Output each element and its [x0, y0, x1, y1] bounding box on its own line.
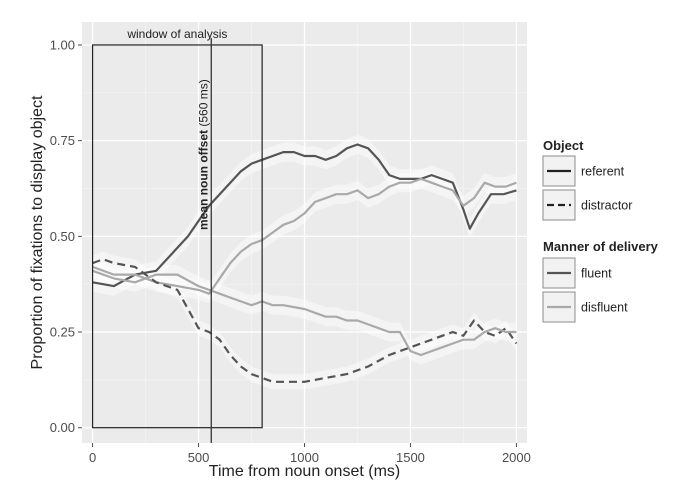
y-tick-label: 1.00 [50, 37, 75, 52]
legend-label-distractor: distractor [581, 199, 632, 213]
annotations: window of analysis mean noun offset (560… [91, 27, 263, 443]
legend-label-referent: referent [581, 165, 625, 179]
x-tick-label: 500 [188, 450, 210, 465]
x-tick-label: 1500 [396, 450, 425, 465]
line-referent-fluent [92, 143, 517, 288]
y-tick-label: 0.00 [50, 420, 75, 435]
analysis-window [91, 44, 263, 429]
band-distractor-fluent [92, 251, 517, 390]
series-lines [92, 143, 518, 383]
band-referent-fluent [92, 134, 517, 296]
line-referent-disfluent [92, 177, 517, 295]
x-tick-label: 2000 [502, 450, 531, 465]
x-tick-label: 1000 [290, 450, 319, 465]
y-tick-label: 0.75 [50, 133, 75, 148]
noun-offset-label-bold: mean noun offset [196, 130, 210, 230]
legend-object-title: Object [543, 138, 584, 153]
axes: 0.00 0.25 0.50 0.75 1.00 0 500 1000 1500 2000 [50, 37, 531, 465]
y-tick-label: 0.25 [50, 325, 75, 340]
line-distractor-disfluent [92, 269, 517, 357]
legend-label-disfluent: disfluent [581, 301, 628, 315]
x-tick-label: 0 [89, 450, 96, 465]
window-label: window of analysis [126, 27, 227, 41]
noun-offset-label-value: (560 ms) [196, 79, 210, 130]
y-tick-label: 0.50 [50, 229, 75, 244]
legend-manner-title: Manner of delivery [543, 239, 659, 254]
legend-label-fluent: fluent [581, 267, 612, 281]
noun-offset-label: mean noun offset (560 ms) [196, 79, 210, 230]
y-axis-title: Proportion of fixations to display objec… [29, 95, 46, 369]
x-axis-title: Time from noun onset (ms) [209, 463, 400, 480]
